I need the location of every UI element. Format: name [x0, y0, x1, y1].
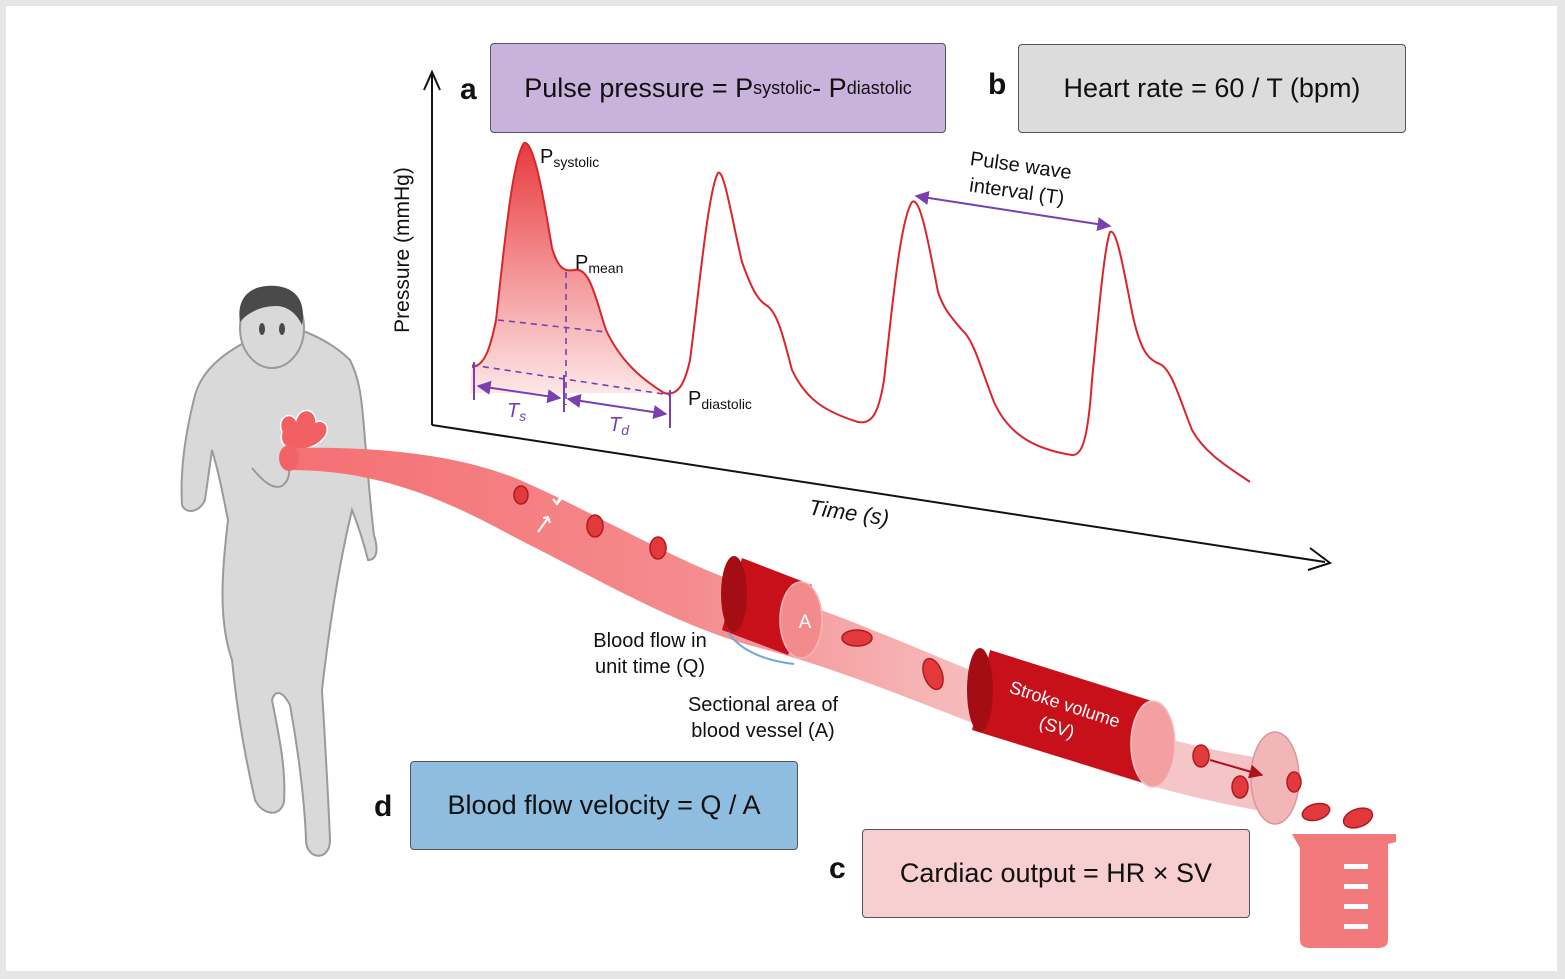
area-disc — [779, 581, 823, 659]
panel-letter-d: d — [374, 790, 393, 823]
interval-arrow — [914, 191, 1112, 231]
p-diastolic-label: Pdiastolic — [688, 386, 752, 417]
p-diastolic-main: P — [688, 388, 702, 410]
constriction-arrows — [537, 487, 567, 533]
flow-arrow — [1209, 759, 1264, 779]
blood-flow-label-line2: unit time (Q) — [594, 656, 706, 678]
blood-flow-velocity-box: Blood flow velocity = Q / A — [410, 761, 798, 850]
ts-main: T — [507, 400, 520, 422]
panel-letter-a: a — [460, 73, 477, 106]
area-marker-label: A — [799, 612, 812, 633]
beaker-icon — [1292, 834, 1396, 948]
pulse-pressure-mid: - P — [812, 72, 847, 103]
p-systolic-label: Psystolic — [540, 144, 599, 175]
runner-body — [180, 329, 378, 857]
x-axis-label: Time (s) — [807, 495, 890, 531]
runner-figure — [180, 285, 378, 857]
blood-vessel — [279, 445, 1374, 829]
ts-label: Ts — [507, 398, 526, 429]
graph-axes — [423, 69, 1333, 571]
guide-lines — [471, 272, 671, 405]
pulse-waveform — [470, 142, 1251, 483]
p-mean-main: P — [575, 252, 589, 274]
pulse-pressure-lhs: Pulse pressure = P — [524, 72, 754, 103]
pulse-pressure-sub-diastolic: diastolic — [846, 77, 912, 98]
area-cylinder — [721, 556, 823, 659]
sectional-area-label-line1: Sectional area of — [687, 694, 839, 716]
blood-flow-label: Blood flow in unit time (Q) — [580, 628, 720, 680]
time-markers — [473, 191, 1112, 428]
td-arrow — [566, 393, 668, 420]
p-mean-label: Pmean — [575, 250, 623, 281]
panel-letter-b: b — [988, 68, 1007, 101]
ts-arrow — [476, 380, 562, 404]
runner-hair — [239, 285, 303, 325]
panel-letter-c: c — [829, 852, 846, 885]
heart-rate-box: Heart rate = 60 / T (bpm) — [1018, 44, 1406, 133]
stroke-volume-cylinder — [967, 648, 1176, 788]
red-blood-cells — [513, 485, 1374, 829]
y-axis-label: Pressure (mmHg) — [391, 167, 414, 333]
td-sub: d — [621, 422, 630, 438]
cardiac-output-box: Cardiac output = HR × SV — [862, 829, 1250, 918]
sectional-area-label-line2: blood vessel (A) — [691, 720, 835, 742]
ts-sub: s — [519, 408, 527, 424]
flow-bracket — [727, 631, 795, 665]
sectional-area-label: Sectional area of blood vessel (A) — [672, 692, 854, 744]
blood-flow-label-line1: Blood flow in — [593, 630, 707, 652]
td-label: Td — [609, 412, 629, 443]
p-mean-sub: mean — [588, 260, 624, 276]
p-diastolic-sub: diastolic — [701, 396, 752, 412]
td-main: T — [609, 414, 622, 436]
first-beat-fill — [470, 142, 664, 393]
p-systolic-sub: systolic — [553, 154, 600, 170]
pulse-pressure-sub-systolic: systolic — [753, 77, 813, 98]
p-systolic-main: P — [540, 146, 554, 168]
pressure-wave — [471, 142, 1251, 483]
